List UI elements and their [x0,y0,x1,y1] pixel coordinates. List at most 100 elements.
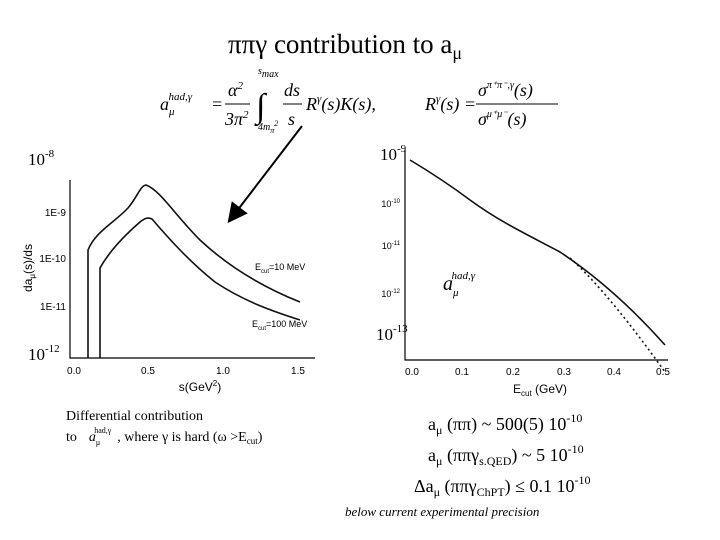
text: -9 [397,143,407,155]
text: α [228,80,238,100]
svg-text:aμ (ππ) ~ 500(5) 10-10: aμ (ππ) ~ 500(5) 10-10 [428,411,582,437]
svg-text:10-12: 10-12 [381,289,400,299]
text: 10 [28,345,45,364]
svg-text:∫: ∫ [254,88,268,127]
text: 1E-10 [39,254,66,265]
svg-text:α2: α2 [228,80,243,100]
text: 10 [382,241,392,251]
text: μ [436,454,442,468]
svg-text:3π2: 3π2 [224,109,249,129]
text: max [262,69,279,80]
results: aμ (ππ) ~ 500(5) 10-10 aμ (ππγs.QED) ~ 5… [414,411,591,499]
text: ) [217,380,221,394]
text: -11 [392,241,401,247]
svg-text:Ecut=10 MeV: Ecut=10 MeV [255,262,305,275]
text: =100 MeV [266,319,307,329]
text: cut [258,326,266,332]
text: γ [317,93,322,105]
svg-text:Δaμ (ππγChPT) ≤ 0.1 10-10: Δaμ (ππγChPT) ≤ 0.1 10-10 [414,473,591,499]
text: (s) [514,80,533,101]
svg-text:smax: smax [258,66,279,80]
svg-text:Ecut (GeV): Ecut (GeV) [513,382,567,398]
text: 1.5 [291,366,305,377]
text: 10 [28,150,45,169]
text: μ [434,485,440,499]
text: cut [521,389,532,398]
svg-text:10-10: 10-10 [381,199,400,209]
text: (s)/ds [21,244,35,274]
text: a [428,445,436,465]
text: 2 [274,119,278,128]
text: 1E-9 [45,208,67,219]
text: μ [168,106,175,118]
text: = [212,94,222,114]
text: 0.5 [141,366,155,377]
text: 2 [213,379,218,388]
svg-text:10-12: 10-12 [28,343,60,364]
text: μ [436,423,442,437]
text: to [66,430,77,445]
text: =10 MeV [269,262,305,272]
svg-text:σπ⁺π⁻,γ(s): σπ⁺π⁻,γ(s) [478,80,533,101]
text: a [443,273,453,295]
text: s.QED [479,454,512,468]
text: 2 [237,80,243,92]
svg-text:10-9: 10-9 [380,143,407,164]
text: -12 [45,343,60,355]
right-plot: 10-9 10-13 10-10 10-11 10-12 0.0 0.1 0.2… [376,143,670,398]
svg-text:daμ(s)/ds: daμ(s)/ds [21,244,37,292]
text: 10 [381,289,391,299]
text: , where γ is hard (ω >E [117,430,246,445]
text: -10 [568,442,584,456]
svg-text:10-8: 10-8 [28,148,55,169]
text: -8 [45,148,55,160]
text: Differential contribution [66,409,203,424]
text: s [258,66,262,77]
svg-text:aμ (ππγs.QED) ~ 5 10-10: aμ (ππγs.QED) ~ 5 10-10 [428,442,584,468]
text: -13 [393,323,408,335]
text: -12 [391,289,400,295]
text: 10 [381,199,391,209]
svg-text:σμ⁺μ⁻(s): σμ⁺μ⁻(s) [478,109,527,130]
text: 0.0 [67,366,81,377]
text: a [428,414,436,434]
text: E [513,382,521,396]
text: Δa [414,476,434,496]
text: γ [436,93,441,105]
svg-text:4mπ2: 4mπ2 [258,119,278,135]
text: 0.1 [455,367,469,378]
title: ππγ contribution to aμ [228,29,462,63]
text: E [252,319,258,329]
text: μ [28,274,37,279]
text: (s) = [440,94,476,115]
svg-text:s(GeV2): s(GeV2) [179,379,221,394]
text: 1.0 [216,366,230,377]
text: 2 [243,109,249,121]
text: 0.2 [506,367,520,378]
text: a [160,94,169,114]
text: (s) [508,109,527,130]
text: cut [261,269,269,275]
text: cut [247,436,258,446]
text: σ [478,109,488,129]
text: -10 [391,199,400,205]
text: π⁺π⁻,γ [487,80,515,91]
text: 1E-11 [40,302,66,313]
text: 0.0 [405,367,419,378]
text: 0.5 [656,367,670,378]
svg-text:aμhad,γ: aμ had,γ [160,91,193,118]
text: 0.4 [607,367,621,378]
text: ππγ contribution to a [228,29,452,59]
text: ) ~ 5 10 [511,445,567,466]
footnote: below current experimental precision [345,504,539,519]
text: μ [96,438,100,447]
text: 10 [376,325,393,344]
text: R [305,94,317,114]
text: s(GeV [179,380,213,394]
text: (GeV) [532,382,567,396]
text: ) [258,430,263,445]
arrow [227,125,303,224]
text: R [424,94,436,114]
